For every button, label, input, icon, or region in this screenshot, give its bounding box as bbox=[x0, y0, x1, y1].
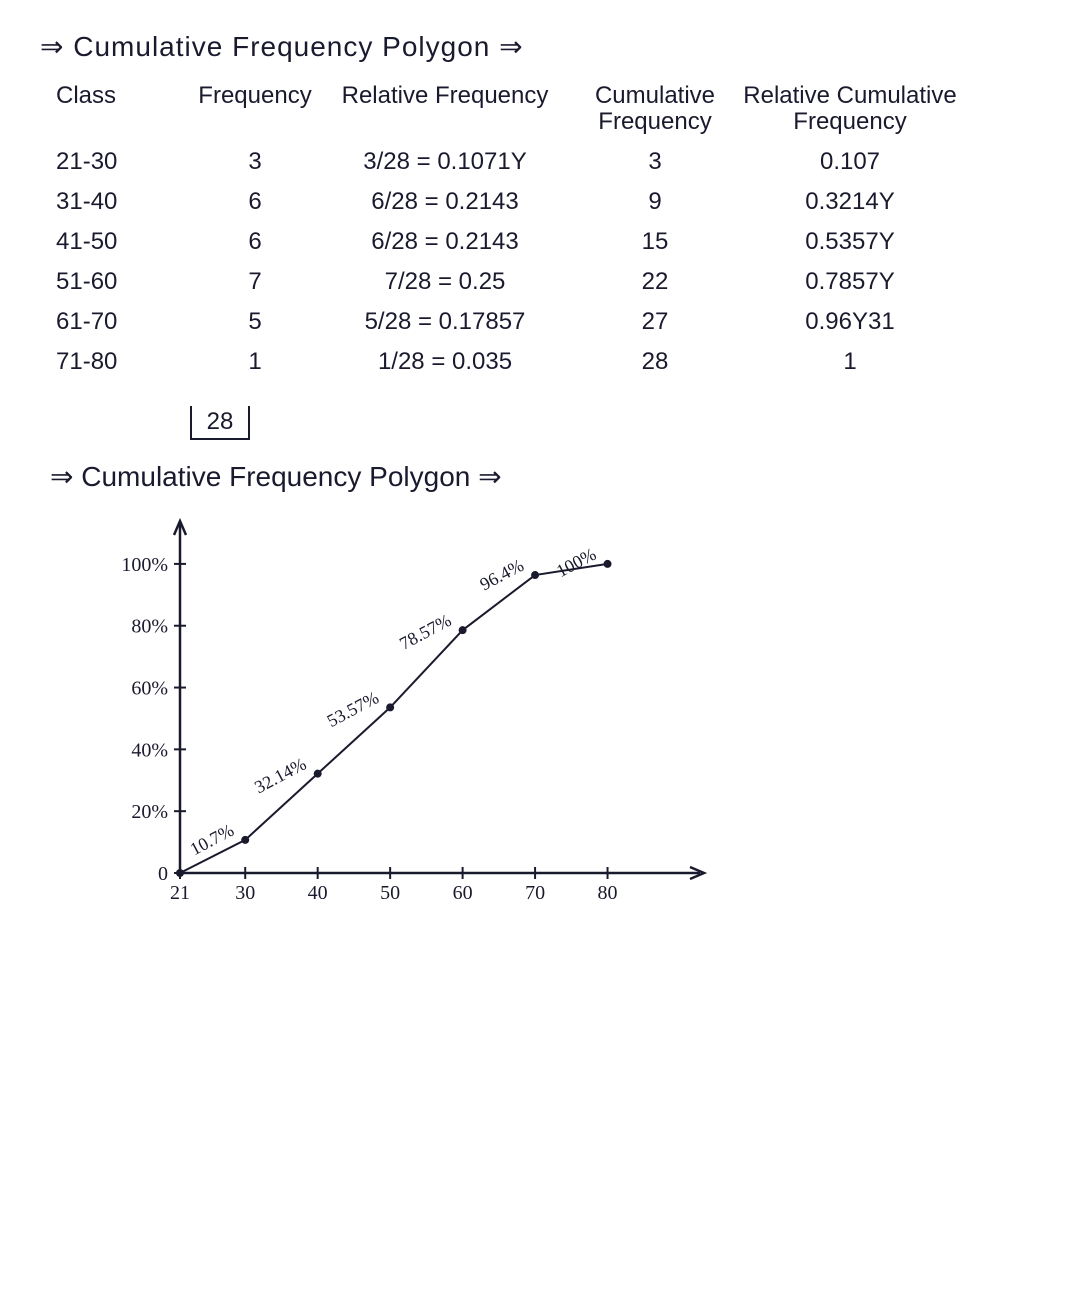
table-row: 51-60 bbox=[50, 268, 190, 296]
svg-text:32.14%: 32.14% bbox=[251, 753, 309, 797]
table-row: 7 bbox=[190, 268, 320, 296]
header-rel-freq: Relative Frequency bbox=[320, 83, 570, 136]
header-frequency: Frequency bbox=[190, 83, 320, 136]
table-row: 3/28 = 0.1071Y bbox=[320, 148, 570, 176]
table-row: 1/28 = 0.035 bbox=[320, 348, 570, 376]
svg-text:60: 60 bbox=[453, 882, 473, 904]
table-row: 21-30 bbox=[50, 148, 190, 176]
frequency-table: Class Frequency Relative Frequency Cumul… bbox=[50, 83, 1040, 376]
svg-text:60%: 60% bbox=[131, 677, 168, 699]
header-cum-freq: Cumulative Frequency bbox=[570, 83, 740, 136]
table-row: 22 bbox=[570, 268, 740, 296]
table-row: 31-40 bbox=[50, 188, 190, 216]
page-title: Cumulative Frequency Polygon bbox=[40, 30, 1040, 63]
chart-title: Cumulative Frequency Polygon bbox=[50, 460, 1040, 493]
svg-text:40: 40 bbox=[308, 882, 328, 904]
svg-text:21: 21 bbox=[170, 882, 190, 904]
svg-text:40%: 40% bbox=[131, 739, 168, 761]
cumulative-frequency-chart: 0 20% 40% 60% 80% 100% 21 30 40 50 60 70 80 10.7% 32.1… bbox=[100, 513, 720, 933]
table-row: 15 bbox=[570, 228, 740, 256]
table-row: 6/28 = 0.2143 bbox=[320, 188, 570, 216]
svg-text:80%: 80% bbox=[131, 616, 168, 638]
chart-svg: 0 20% 40% 60% 80% 100% 21 30 40 50 60 70 80 10.7% 32.1… bbox=[100, 513, 720, 933]
table-row: 0.7857Y bbox=[740, 268, 960, 296]
table-row: 6/28 = 0.2143 bbox=[320, 228, 570, 256]
table-row: 6 bbox=[190, 188, 320, 216]
svg-text:100%: 100% bbox=[121, 554, 168, 576]
table-row: 9 bbox=[570, 188, 740, 216]
table-row: 41-50 bbox=[50, 228, 190, 256]
frequency-total: 28 bbox=[190, 406, 250, 440]
svg-text:53.57%: 53.57% bbox=[324, 687, 382, 731]
table-row: 0.5357Y bbox=[740, 228, 960, 256]
header-rel-cum: Relative Cumulative Frequency bbox=[740, 83, 960, 136]
table-row: 3 bbox=[190, 148, 320, 176]
svg-text:20%: 20% bbox=[131, 801, 168, 823]
table-row: 7/28 = 0.25 bbox=[320, 268, 570, 296]
header-class: Class bbox=[50, 83, 190, 136]
header-cum-line2: Frequency bbox=[598, 109, 711, 135]
svg-text:30: 30 bbox=[235, 882, 255, 904]
table-row: 61-70 bbox=[50, 308, 190, 336]
table-row: 1 bbox=[190, 348, 320, 376]
svg-text:50: 50 bbox=[380, 882, 400, 904]
svg-text:10.7%: 10.7% bbox=[187, 820, 237, 859]
svg-text:80: 80 bbox=[598, 882, 618, 904]
svg-text:100%: 100% bbox=[553, 544, 599, 581]
table-row: 5 bbox=[190, 308, 320, 336]
table-row: 71-80 bbox=[50, 348, 190, 376]
table-row: 0.3214Y bbox=[740, 188, 960, 216]
svg-text:0: 0 bbox=[158, 863, 168, 885]
table-row: 28 bbox=[570, 348, 740, 376]
table-row: 0.96Y31 bbox=[740, 308, 960, 336]
table-row: 6 bbox=[190, 228, 320, 256]
table-row: 27 bbox=[570, 308, 740, 336]
svg-text:70: 70 bbox=[525, 882, 545, 904]
table-row: 0.107 bbox=[740, 148, 960, 176]
table-row: 5/28 = 0.17857 bbox=[320, 308, 570, 336]
header-relcum-line2: Frequency bbox=[793, 109, 906, 135]
svg-text:96.4%: 96.4% bbox=[477, 555, 527, 594]
table-row: 1 bbox=[740, 348, 960, 376]
table-row: 3 bbox=[570, 148, 740, 176]
header-relcum-line1: Relative Cumulative bbox=[743, 83, 956, 109]
header-cum-line1: Cumulative bbox=[595, 83, 715, 109]
